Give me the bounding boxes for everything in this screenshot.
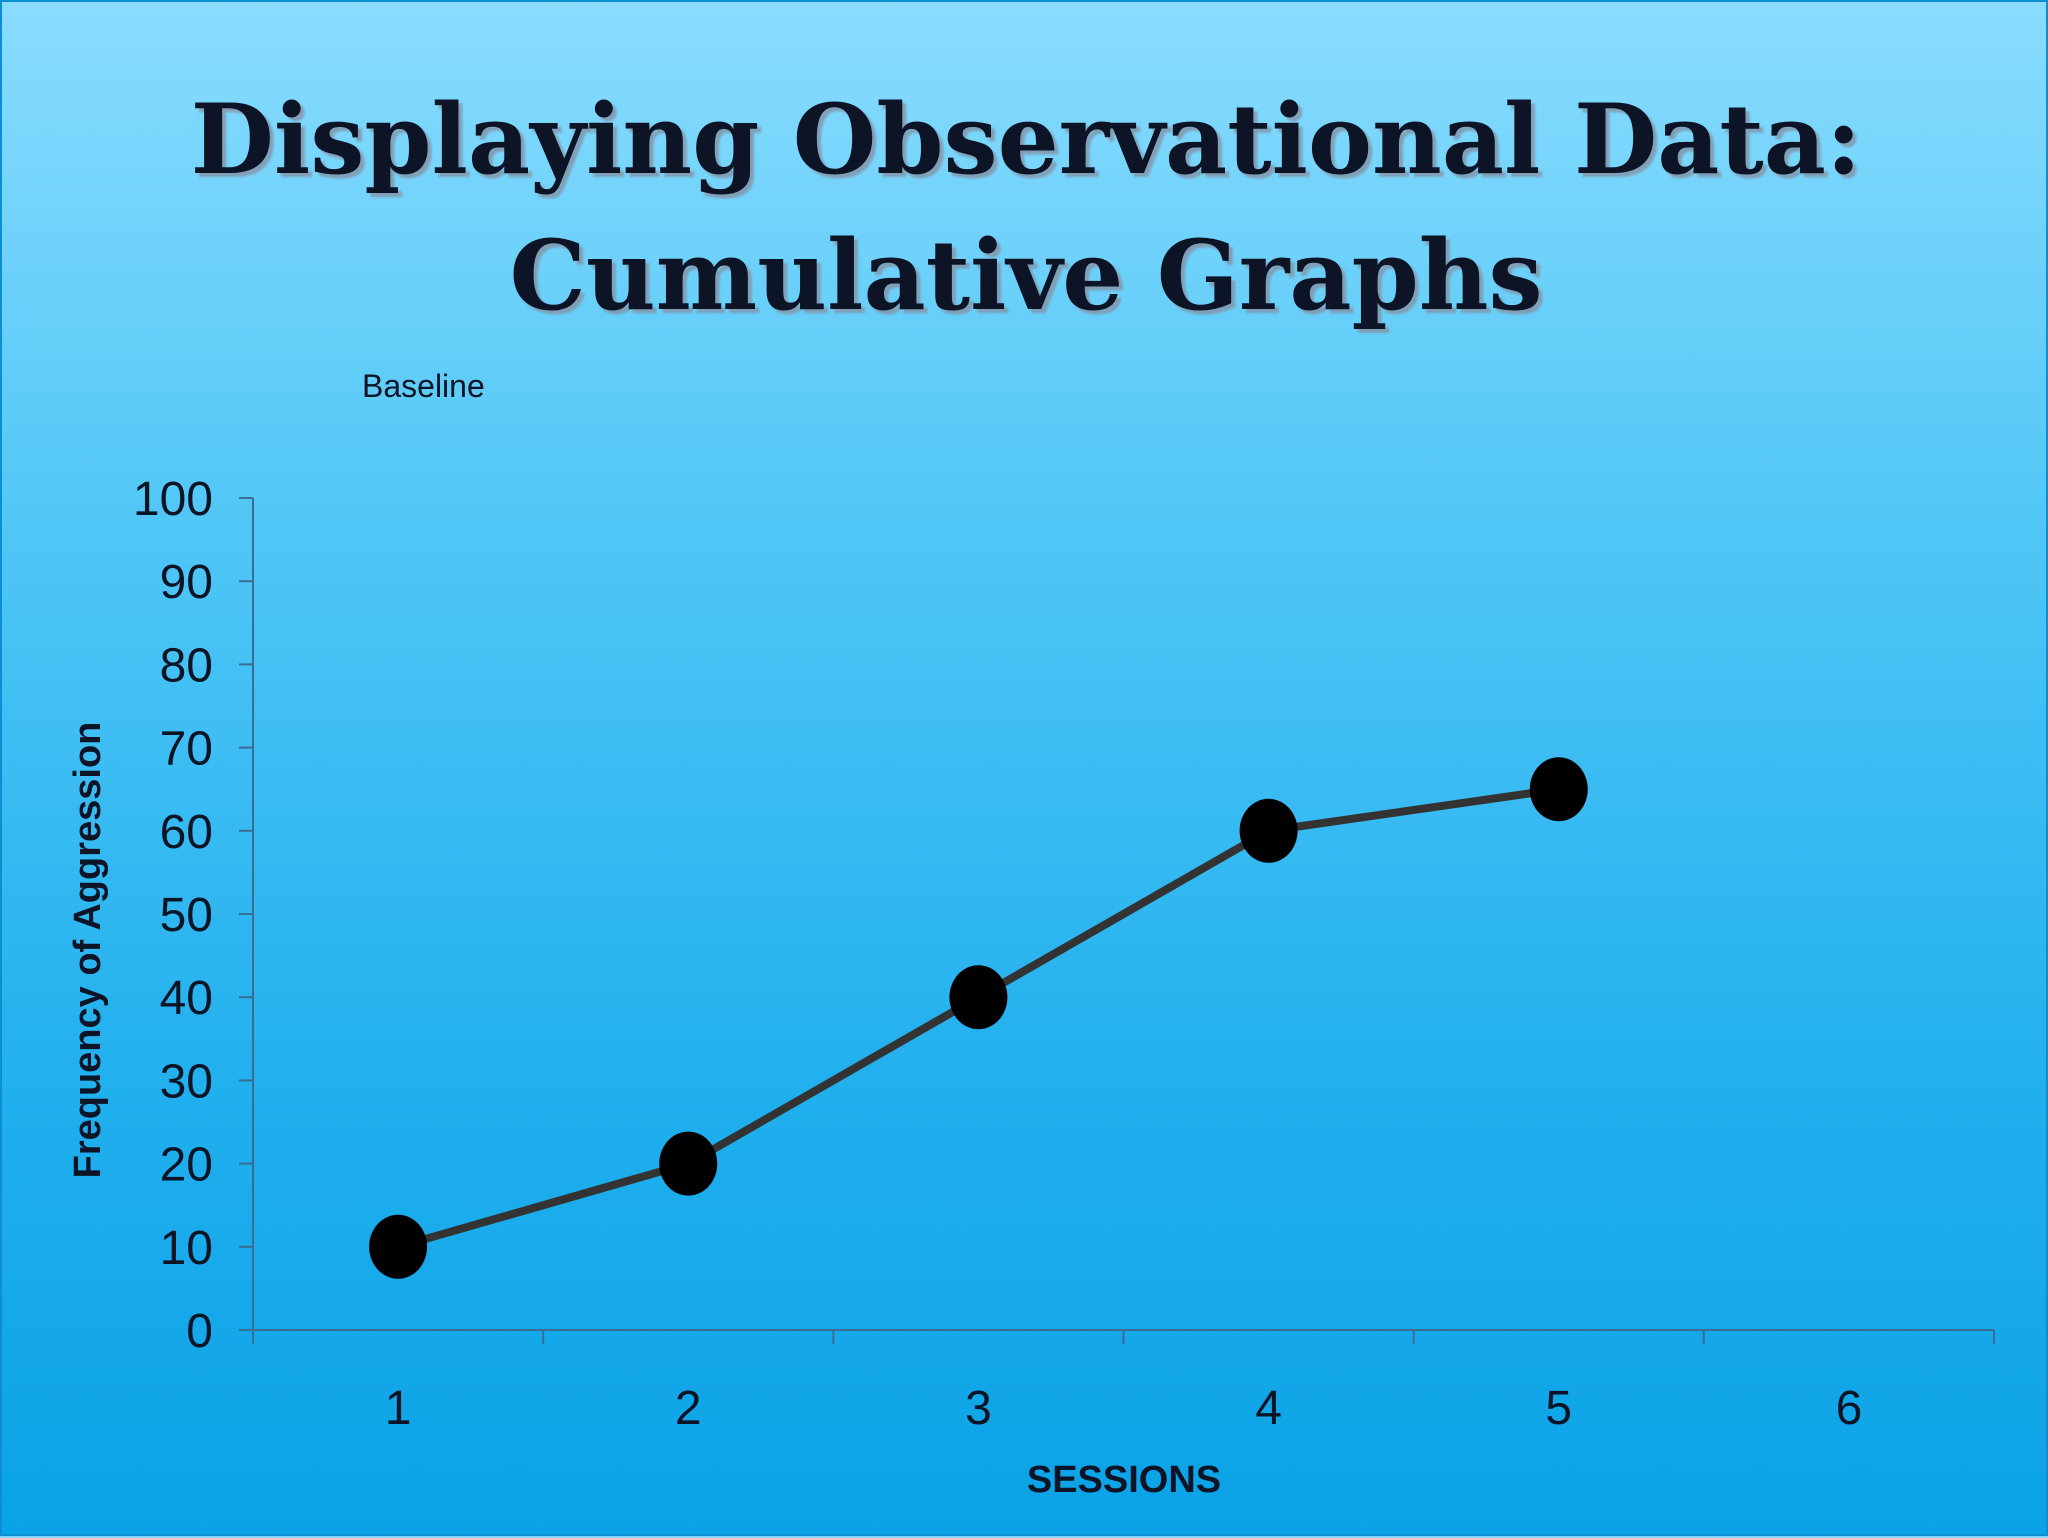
y-tick-label: 60	[160, 806, 213, 859]
x-tick-label: 6	[1836, 1382, 1863, 1435]
y-axis-title: Frequency of Aggression	[67, 722, 109, 1179]
x-tick-label: 5	[1545, 1382, 1572, 1435]
y-tick-label: 70	[160, 723, 213, 776]
data-point	[949, 965, 1008, 1030]
y-tick-label: 90	[160, 556, 213, 609]
y-tick-label: 80	[160, 639, 213, 692]
y-axis-ticks: 0 10 20 30 40 50 60 70 80 90 100	[133, 473, 253, 1358]
data-series	[369, 757, 1588, 1279]
slide-title: Displaying Observational Data: Cumulativ…	[2, 72, 2048, 344]
y-tick-label: 0	[186, 1305, 213, 1358]
x-tick-label: 2	[675, 1382, 702, 1435]
data-point	[1239, 798, 1298, 863]
baseline-annotation: Baseline	[362, 368, 485, 404]
x-axis-ticks: 1 2 3 4 5 6	[252, 1330, 1995, 1435]
x-tick-label: 4	[1255, 1382, 1282, 1435]
y-tick-label: 20	[160, 1139, 213, 1192]
y-tick-label: 30	[160, 1055, 213, 1108]
y-tick-label: 100	[133, 473, 213, 526]
x-axis-title: SESSIONS	[1027, 1459, 1221, 1501]
slide-title-line-2: Cumulative Graphs	[509, 219, 1543, 332]
data-point	[659, 1131, 718, 1196]
y-tick-label: 10	[160, 1222, 213, 1275]
x-tick-label: 1	[385, 1382, 412, 1435]
data-point	[369, 1214, 428, 1279]
y-tick-label: 40	[160, 972, 213, 1025]
x-tick-label: 3	[965, 1382, 992, 1435]
data-point	[1529, 757, 1588, 822]
slide-title-line-1: Displaying Observational Data:	[190, 83, 1862, 196]
y-tick-label: 50	[160, 889, 213, 942]
